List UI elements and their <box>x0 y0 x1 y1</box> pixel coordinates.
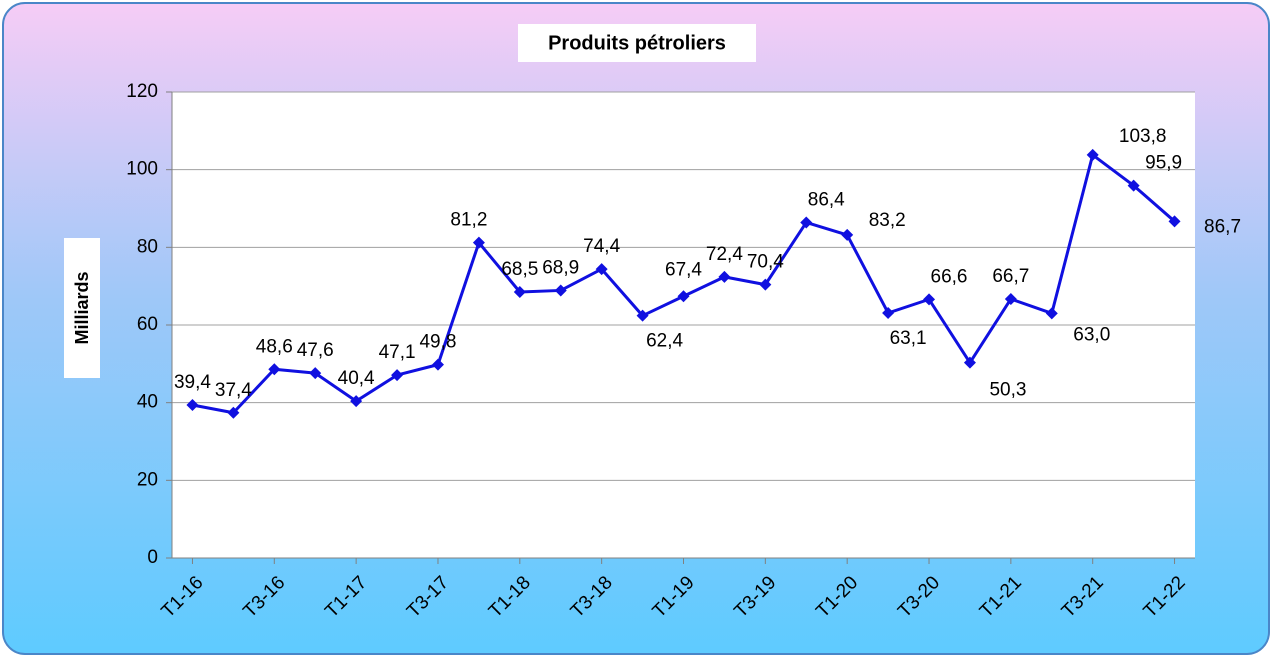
data-label: 47,6 <box>297 340 334 361</box>
marker <box>800 216 813 229</box>
data-label: 95,9 <box>1145 153 1182 174</box>
marker <box>227 406 240 419</box>
marker <box>718 270 731 283</box>
data-label: 70,4 <box>747 252 784 273</box>
marker <box>554 284 567 297</box>
data-label: 103,8 <box>1119 126 1167 147</box>
marker <box>513 285 526 298</box>
marker <box>963 356 976 369</box>
data-label: 72,4 <box>706 244 743 265</box>
y-tick-label: 0 <box>147 547 158 568</box>
data-label: 63,0 <box>1073 324 1110 345</box>
marker <box>350 395 363 408</box>
marker <box>636 309 649 322</box>
marker <box>391 369 404 382</box>
marker <box>1168 215 1181 228</box>
data-label: 47,1 <box>379 342 416 363</box>
marker <box>1086 148 1099 161</box>
data-label: 86,7 <box>1204 216 1241 237</box>
chart-title: Produits pétroliers <box>548 32 726 54</box>
y-tick-label: 20 <box>137 469 158 490</box>
marker <box>841 228 854 241</box>
data-label: 39,4 <box>174 372 211 393</box>
marker <box>1045 307 1058 320</box>
y-tick-label: 60 <box>137 314 158 335</box>
data-label: 66,6 <box>931 266 968 287</box>
title-box <box>518 24 756 62</box>
data-label: 68,5 <box>501 259 538 280</box>
marker <box>268 363 281 376</box>
marker <box>431 358 444 371</box>
marker <box>677 290 690 303</box>
marker <box>1004 292 1017 305</box>
marker <box>923 293 936 306</box>
data-label: 74,4 <box>583 236 620 257</box>
data-label: 66,7 <box>992 266 1029 287</box>
marker <box>1127 179 1140 192</box>
data-label: 68,9 <box>542 257 579 278</box>
marker <box>186 398 199 411</box>
data-label: 37,4 <box>215 380 252 401</box>
marker <box>759 278 772 291</box>
data-label: 40,4 <box>338 368 375 389</box>
marker <box>882 306 895 319</box>
data-label: 81,2 <box>450 210 487 231</box>
data-label: 86,4 <box>808 189 845 210</box>
data-label: 50,3 <box>989 380 1026 401</box>
data-label: 63,1 <box>890 328 927 349</box>
data-label: 67,4 <box>665 259 702 280</box>
marker <box>309 367 322 380</box>
data-label: 49,8 <box>419 332 456 353</box>
data-label: 83,2 <box>869 210 906 231</box>
marker <box>595 263 608 276</box>
data-label: 62,4 <box>646 331 683 352</box>
y-tick-label: 120 <box>126 81 158 102</box>
data-label: 48,6 <box>256 336 293 357</box>
y-axis-label: Milliards <box>72 271 92 344</box>
marker <box>472 236 485 249</box>
y-tick-label: 40 <box>137 392 158 413</box>
y-label-box <box>64 238 100 378</box>
y-tick-label: 100 <box>126 159 158 180</box>
y-tick-label: 80 <box>137 236 158 257</box>
